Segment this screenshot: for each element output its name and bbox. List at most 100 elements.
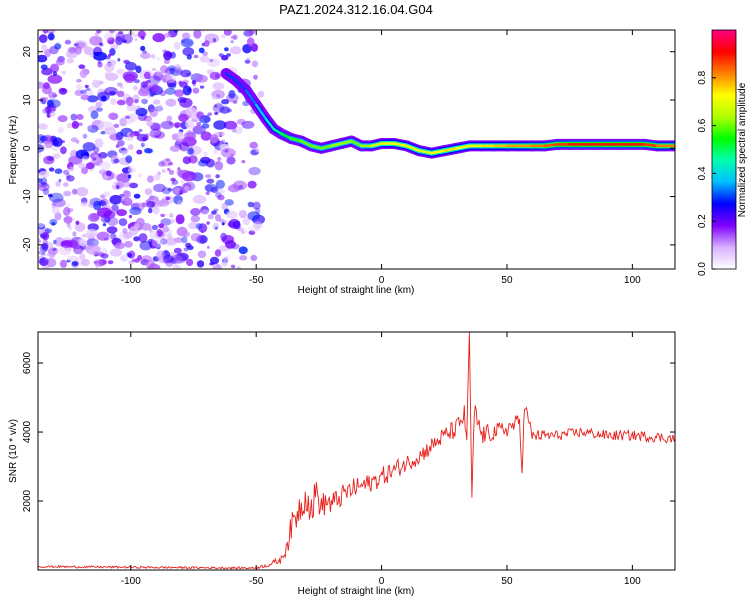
- noise-blob: [255, 147, 260, 153]
- noise-blob: [196, 111, 205, 119]
- noise-blob: [141, 98, 149, 105]
- noise-blob: [215, 179, 225, 189]
- signal-ridge-segment: [224, 72, 238, 82]
- noise-blob: [182, 188, 188, 194]
- signal-ridge-segment: [455, 144, 471, 150]
- noise-blob: [38, 170, 50, 178]
- noise-blob: [66, 58, 75, 64]
- noise-blob: [213, 208, 219, 212]
- noise-blob: [153, 71, 164, 81]
- noise-blob: [122, 181, 132, 188]
- noise-blob: [159, 90, 167, 97]
- noise-blob: [78, 122, 83, 126]
- noise-blob: [139, 240, 153, 251]
- noise-blob: [224, 47, 229, 52]
- x-tick-label: 50: [501, 576, 513, 587]
- noise-blob: [62, 206, 71, 216]
- noise-blob: [180, 179, 185, 185]
- noise-blob: [219, 106, 231, 114]
- noise-blob: [253, 221, 263, 229]
- noise-blob: [63, 182, 69, 188]
- x-tick-label: 0: [379, 275, 385, 286]
- noise-blob: [67, 255, 78, 263]
- noise-blob: [52, 71, 58, 76]
- noise-blob: [230, 40, 234, 44]
- signal-ridge-segment: [272, 127, 283, 136]
- noise-blob: [230, 35, 237, 40]
- spectrogram-y-label: Frequency (Hz): [8, 116, 19, 185]
- noise-blob: [192, 87, 200, 94]
- noise-blob: [105, 170, 112, 177]
- noise-blob: [205, 174, 212, 179]
- noise-blob: [94, 259, 104, 267]
- noise-blob: [214, 160, 220, 165]
- noise-blob: [100, 131, 106, 135]
- noise-blob: [172, 253, 187, 264]
- noise-blob: [119, 117, 127, 127]
- noise-blob: [116, 68, 125, 75]
- noise-blob: [143, 71, 151, 80]
- noise-blob: [229, 46, 242, 55]
- noise-blob: [164, 87, 176, 95]
- noise-blob: [57, 127, 64, 134]
- noise-blob: [174, 41, 181, 51]
- noise-blob: [155, 230, 167, 239]
- noise-blob: [238, 209, 247, 219]
- noise-blob: [116, 173, 131, 183]
- noise-blob: [210, 134, 219, 144]
- noise-blob: [125, 115, 130, 119]
- noise-blob: [38, 123, 48, 130]
- noise-blob: [151, 67, 157, 72]
- noise-blob: [224, 149, 229, 153]
- noise-blob: [109, 248, 122, 257]
- noise-blob: [165, 237, 177, 245]
- noise-blob: [49, 45, 59, 55]
- noise-blob: [98, 152, 108, 159]
- noise-blob: [252, 201, 261, 210]
- noise-blob: [192, 194, 207, 204]
- noise-blob: [45, 253, 49, 257]
- noise-blob: [162, 254, 174, 264]
- noise-blob: [213, 149, 219, 155]
- noise-blob: [80, 89, 87, 95]
- noise-blob: [167, 82, 177, 89]
- noise-blob: [108, 53, 112, 57]
- noise-blob: [220, 139, 226, 145]
- noise-blob: [166, 233, 172, 239]
- noise-blob: [162, 49, 167, 53]
- noise-blob: [115, 36, 123, 46]
- noise-blob: [225, 240, 236, 249]
- noise-blob: [182, 85, 192, 96]
- noise-blob: [169, 145, 181, 152]
- noise-blob: [54, 43, 62, 50]
- noise-blob: [92, 200, 102, 211]
- noise-blob: [80, 94, 90, 101]
- noise-blob: [161, 169, 166, 173]
- noise-blob: [163, 236, 178, 247]
- noise-blob: [197, 250, 207, 259]
- noise-blob: [39, 135, 48, 142]
- noise-blob: [228, 89, 236, 99]
- noise-blob: [158, 199, 170, 207]
- colorbar-tick-label: 0.0: [697, 262, 708, 276]
- noise-blob: [160, 238, 168, 245]
- noise-blob: [175, 252, 189, 261]
- noise-blob: [192, 125, 206, 135]
- noise-blob: [196, 260, 205, 268]
- noise-blob: [92, 79, 101, 89]
- noise-blob: [121, 150, 128, 156]
- noise-blob: [209, 256, 220, 265]
- noise-blob: [46, 106, 51, 110]
- noise-blob: [115, 144, 120, 148]
- noise-blob: [192, 82, 196, 87]
- noise-blob: [161, 78, 169, 83]
- noise-blob: [58, 179, 62, 183]
- noise-blob: [140, 81, 148, 88]
- signal-ridge-segment: [643, 143, 659, 148]
- noise-blob: [116, 209, 127, 217]
- noise-blob: [160, 120, 174, 130]
- noise-blob: [207, 112, 212, 116]
- y-tick-label: 20: [22, 46, 33, 58]
- noise-blob: [74, 89, 83, 96]
- noise-blob: [79, 238, 88, 247]
